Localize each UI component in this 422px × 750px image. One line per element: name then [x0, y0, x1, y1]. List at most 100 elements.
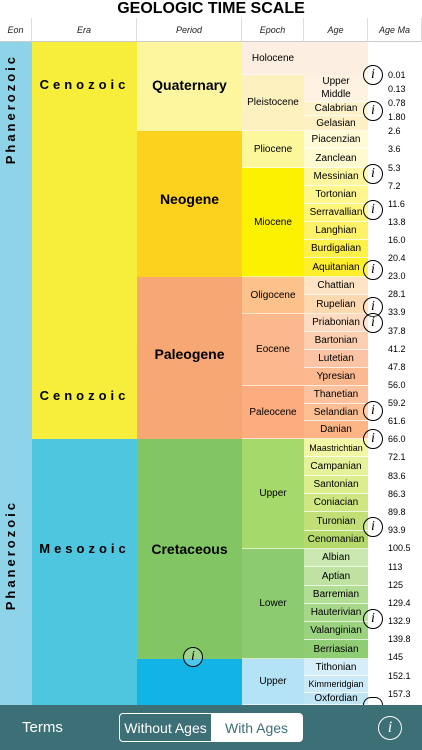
period-label-cretaceous: Cretaceous [151, 541, 228, 557]
age-kimmeridgian[interactable]: Kimmeridgian [304, 676, 368, 693]
period-cretaceous[interactable]: Cretaceous [137, 439, 242, 659]
ma-value: 37.8 [388, 326, 406, 336]
epoch-oligocene[interactable]: Oligocene [242, 277, 304, 314]
info-icon[interactable]: i [363, 200, 383, 220]
age-calabrian[interactable]: Calabrian [304, 102, 368, 116]
ma-value: 125 [388, 580, 404, 590]
age-gelasian[interactable]: Gelasian [304, 116, 368, 131]
age-langhian[interactable]: Langhian [304, 222, 368, 240]
header-age-ma: Age Ma [368, 18, 422, 42]
ma-value: 93.9 [388, 525, 406, 535]
epoch-upper-cretaceous[interactable]: Upper [242, 439, 304, 549]
age-tortonian[interactable]: Tortonian [304, 186, 368, 204]
terms-button[interactable]: Terms [22, 719, 63, 736]
ma-value: 132.9 [388, 616, 411, 626]
age-valanginian[interactable]: Valanginian [304, 622, 368, 640]
without-ages-option[interactable]: Without Ages [124, 719, 207, 736]
epoch-upper-jurassic[interactable]: Upper [242, 659, 304, 705]
age-ypresian[interactable]: Ypresian [304, 368, 368, 386]
header-eon: Eon [0, 18, 32, 42]
header-epoch: Epoch [242, 18, 304, 42]
info-icon[interactable]: i [363, 609, 383, 629]
age-coniacian[interactable]: Coniacian [304, 494, 368, 512]
ma-value: 20.4 [388, 253, 406, 263]
eon-column[interactable]: Phanerozoic Phanerozoic [0, 42, 32, 705]
age-hauterivian[interactable]: Hauterivian [304, 604, 368, 622]
era-mesozoic[interactable]: Mesozoic [32, 439, 137, 705]
age-piacenzian[interactable]: Piacenzian [304, 131, 368, 149]
age-rupelian[interactable]: Rupelian [304, 295, 368, 314]
age-aptian[interactable]: Aptian [304, 567, 368, 586]
ma-value: 2.6 [388, 126, 401, 136]
ma-value: 56.0 [388, 380, 406, 390]
info-icon[interactable]: i [363, 313, 383, 333]
age-zanclean[interactable]: Zanclean [304, 149, 368, 168]
age-campanian[interactable]: Campanian [304, 457, 368, 476]
era-cenozoic[interactable]: Cenozoic Cenozoic [32, 42, 137, 439]
ma-value: 0.78 [388, 98, 406, 108]
info-icon[interactable]: i [363, 517, 383, 537]
epoch-paleocene[interactable]: Paleocene [242, 386, 304, 439]
age-cenomanian[interactable]: Cenomanian [304, 531, 368, 549]
age-albian[interactable]: Albian [304, 549, 368, 567]
ma-value: 3.6 [388, 144, 401, 154]
age-turonian[interactable]: Turonian [304, 512, 368, 531]
epoch-miocene[interactable]: Miocene [242, 168, 304, 277]
epoch-eocene[interactable]: Eocene [242, 314, 304, 386]
ma-value: 47.8 [388, 362, 406, 372]
epoch-pliocene[interactable]: Pliocene [242, 131, 304, 168]
info-icon[interactable]: i [363, 164, 383, 184]
period-paleogene[interactable]: Paleogene [137, 277, 242, 439]
era-label-cenozoic: Cenozoic [39, 388, 130, 403]
period-label-neogene: Neogene [159, 191, 220, 207]
age-priabonian[interactable]: Priabonian [304, 314, 368, 332]
header-era: Era [32, 18, 137, 42]
ma-value: 66.0 [388, 434, 406, 444]
period-quaternary[interactable]: Quaternary [137, 42, 242, 131]
ages-toggle[interactable]: Without Ages With Ages [119, 713, 303, 742]
age-santonian[interactable]: Santonian [304, 476, 368, 494]
age-berriasian[interactable]: Berriasian [304, 640, 368, 659]
age-bartonian[interactable]: Bartonian [304, 332, 368, 350]
epoch-holocene[interactable]: Holocene [242, 42, 304, 75]
age-danian[interactable]: Danian [304, 421, 368, 439]
age-barremian[interactable]: Barremian [304, 586, 368, 604]
age-maastrichtian[interactable]: Maastrichtian [304, 439, 368, 457]
age-lutetian[interactable]: Lutetian [304, 350, 368, 368]
age-thanetian[interactable]: Thanetian [304, 386, 368, 404]
info-icon[interactable]: i [363, 260, 383, 280]
ma-value: 86.3 [388, 489, 406, 499]
ma-value: 113 [388, 562, 403, 572]
age-serravallian[interactable]: Serravallian [304, 204, 368, 222]
age-chattian[interactable]: Chattian [304, 277, 368, 295]
ma-value: 0.01 [388, 70, 406, 80]
page-title: GEOLOGIC TIME SCALE [117, 0, 305, 17]
epoch-pleistocene[interactable]: Pleistocene [242, 75, 304, 131]
info-icon[interactable]: i [363, 101, 383, 121]
age-tithonian[interactable]: Tithonian [304, 659, 368, 676]
epoch-lower-cretaceous[interactable]: Lower [242, 549, 304, 659]
ma-value: 83.6 [388, 471, 406, 481]
info-icon[interactable]: i [363, 429, 383, 449]
age-messinian[interactable]: Messinian [304, 168, 368, 186]
age-burdigalian[interactable]: Burdigalian [304, 240, 368, 258]
ma-value: 23.0 [388, 271, 406, 281]
age-middle[interactable]: Middle [304, 88, 368, 102]
eon-label-phanerozoic: Phanerozoic [3, 54, 18, 165]
age-upper[interactable]: Upper [304, 75, 368, 88]
info-icon[interactable] [363, 697, 383, 705]
ma-value: 139.8 [388, 634, 411, 644]
age-aquitanian[interactable]: Aquitanian [304, 258, 368, 277]
age-oxfordian[interactable]: Oxfordian [304, 693, 368, 705]
age-holocene-spacer [304, 42, 368, 75]
info-icon[interactable]: i [363, 401, 383, 421]
info-icon[interactable]: i [183, 647, 203, 667]
info-icon[interactable]: i [363, 65, 383, 85]
eon-label-phanerozoic: Phanerozoic [3, 500, 18, 611]
period-label-paleogene: Paleogene [154, 346, 225, 362]
with-ages-option[interactable]: With Ages [211, 714, 302, 741]
ma-value: 129.4 [388, 598, 411, 608]
info-icon[interactable]: i [378, 716, 402, 740]
period-neogene[interactable]: Neogene [137, 131, 242, 277]
age-selandian[interactable]: Selandian [304, 404, 368, 421]
